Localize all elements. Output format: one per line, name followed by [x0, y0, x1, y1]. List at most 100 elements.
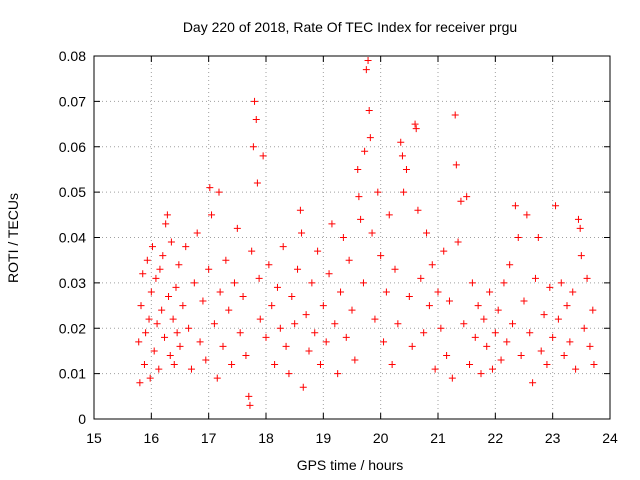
data-point	[342, 333, 350, 341]
data-point	[583, 274, 591, 282]
data-point	[572, 365, 580, 373]
data-point	[354, 165, 362, 173]
data-point	[506, 261, 514, 269]
data-point	[400, 188, 408, 196]
data-point	[288, 292, 296, 300]
data-point	[509, 320, 517, 328]
data-point	[452, 161, 460, 169]
data-point	[146, 374, 154, 382]
y-tick-label: 0.04	[59, 230, 86, 246]
data-point	[165, 292, 173, 300]
data-point	[566, 338, 574, 346]
data-point	[445, 297, 453, 305]
data-point	[417, 274, 425, 282]
data-point	[159, 252, 167, 260]
data-point	[158, 306, 166, 314]
data-point	[334, 370, 342, 378]
data-point	[325, 270, 333, 278]
data-point	[236, 329, 244, 337]
data-point	[219, 342, 227, 350]
data-point	[216, 288, 224, 296]
data-point	[425, 302, 433, 310]
axis-ticks: 15 16 17 18 19 20 21 22 23 24 0 0.01 0.02 0.03 0.04 0.0…	[59, 48, 618, 446]
data-point	[348, 306, 356, 314]
data-point	[534, 234, 542, 241]
data-point	[503, 338, 511, 346]
data-point	[215, 188, 223, 196]
data-point	[411, 120, 419, 128]
data-point	[222, 256, 230, 264]
data-point	[374, 188, 382, 196]
data-point	[488, 365, 496, 373]
data-point	[155, 365, 163, 373]
data-point	[586, 342, 594, 350]
data-point	[546, 283, 554, 291]
data-point	[580, 324, 588, 332]
y-tick-label: 0.06	[59, 139, 86, 155]
x-tick-label: 15	[86, 430, 102, 446]
data-point	[166, 351, 174, 359]
data-point	[463, 193, 471, 201]
data-point	[206, 184, 214, 192]
data-point	[316, 361, 324, 369]
data-point	[230, 279, 238, 287]
data-point	[549, 333, 557, 341]
x-tick-label: 22	[488, 430, 504, 446]
data-point	[285, 370, 293, 378]
data-point	[368, 229, 376, 237]
data-point	[394, 320, 402, 328]
data-point	[249, 143, 257, 151]
data-point	[276, 324, 284, 332]
data-point	[339, 234, 347, 241]
data-point	[150, 347, 158, 355]
data-point	[454, 238, 462, 246]
data-point	[255, 274, 263, 282]
data-point	[294, 265, 302, 273]
data-point	[486, 288, 494, 296]
data-point	[190, 279, 198, 287]
data-point	[543, 361, 551, 369]
data-point	[351, 356, 359, 364]
x-tick-label: 19	[316, 430, 332, 446]
data-point	[137, 302, 145, 310]
data-point	[345, 256, 353, 264]
data-point	[398, 152, 406, 160]
data-point	[557, 279, 565, 287]
data-point	[199, 297, 207, 305]
data-point	[233, 224, 241, 232]
data-point	[537, 347, 545, 355]
data-point	[262, 333, 270, 341]
data-point	[391, 265, 399, 273]
data-point	[185, 324, 193, 332]
data-point	[253, 179, 261, 187]
data-point	[523, 211, 531, 219]
y-axis-label: ROTI / TECUs	[5, 193, 21, 283]
data-point	[468, 279, 476, 287]
data-point	[145, 315, 153, 323]
data-point	[529, 379, 537, 387]
data-point	[385, 211, 393, 219]
data-point	[371, 315, 379, 323]
data-point	[328, 220, 336, 228]
data-point	[412, 125, 420, 133]
data-point	[514, 234, 522, 241]
data-point	[187, 365, 195, 373]
data-point	[152, 274, 160, 282]
y-tick-label: 0.08	[59, 48, 86, 64]
data-point	[497, 356, 505, 364]
data-point	[265, 261, 273, 269]
y-tick-label: 0	[78, 411, 86, 427]
x-axis-label: GPS time / hours	[297, 457, 404, 473]
data-point	[163, 211, 171, 219]
data-point	[408, 342, 416, 350]
data-point	[517, 351, 525, 359]
data-point	[202, 356, 210, 364]
data-point	[569, 288, 577, 296]
data-point	[182, 243, 190, 251]
data-point	[448, 374, 456, 382]
data-point	[179, 302, 187, 310]
data-point	[311, 329, 319, 337]
data-point	[437, 324, 445, 332]
data-point	[256, 315, 264, 323]
data-point	[273, 283, 281, 291]
